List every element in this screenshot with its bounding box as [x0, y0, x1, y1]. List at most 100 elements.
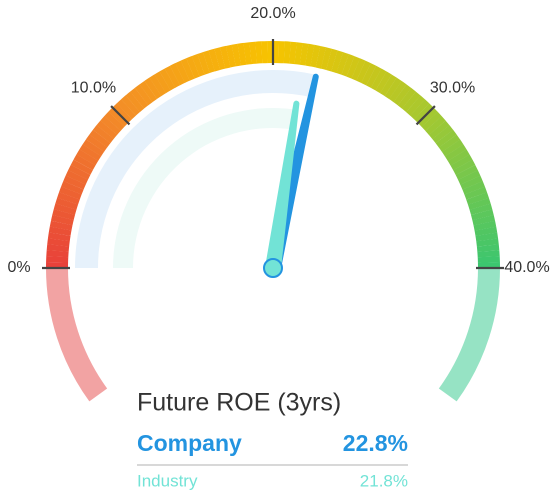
- gauge-arc-segment: [336, 52, 349, 75]
- gauge-arc-segment: [472, 215, 496, 226]
- gauge-arc-segment: [220, 45, 231, 69]
- gauge-arc-segment: [214, 47, 226, 70]
- gauge-arc-segment: [326, 48, 338, 72]
- gauge-arc-segment: [76, 149, 99, 166]
- gauge-arc-segment: [450, 154, 473, 171]
- gauge-arc-segment: [435, 129, 457, 148]
- gauge-arc-segment: [406, 95, 425, 116]
- gauge-arc-segment: [477, 262, 500, 269]
- gauge-arc-segment: [85, 134, 108, 152]
- gauge-arc-segment: [89, 129, 111, 148]
- gauge-arc-segment: [243, 42, 252, 65]
- gauge-extension: [46, 268, 108, 402]
- gauge-arc-segment: [438, 134, 461, 152]
- gauge-arc-segment: [455, 164, 478, 180]
- gauge-arc-segment: [444, 144, 467, 161]
- gauge-arc-segment: [65, 170, 89, 185]
- gauge-arc-segment: [315, 45, 327, 69]
- gauge-arc-segment: [59, 186, 82, 200]
- gauge-arc-segment: [159, 68, 176, 91]
- gauge-arc-segment: [283, 41, 291, 64]
- gauge-arc-segment: [477, 256, 500, 263]
- gauge-arc-segment: [469, 203, 493, 216]
- gauge-arc-segment: [320, 47, 332, 71]
- gauge-arc-segment: [134, 84, 153, 106]
- gauge-arc-segment: [384, 77, 402, 100]
- tick-label: 20.0%: [250, 5, 295, 22]
- legend-name: Company: [137, 430, 242, 456]
- tick-mark: [415, 105, 436, 126]
- gauge-arc-segment: [55, 197, 79, 210]
- gauge-arc-segment: [473, 220, 497, 231]
- gauge-arc-segment: [417, 107, 438, 127]
- gauge-arc-segment: [351, 58, 366, 81]
- gauge-arc-segment: [460, 175, 483, 190]
- gauge-arc-segment: [116, 99, 136, 120]
- gauge-arc-segment: [208, 48, 221, 72]
- gauge-arc-segment: [164, 65, 181, 88]
- legend-value: 21.8%: [360, 471, 408, 490]
- gauge-arc-segment: [447, 149, 470, 166]
- tick-mark: [110, 105, 131, 126]
- gauge-extension: [438, 268, 500, 402]
- gauge-arc-segment: [82, 139, 105, 157]
- gauge-arc-segment: [231, 43, 242, 67]
- gauge-arc-segment: [361, 63, 377, 86]
- needle-hub: [263, 258, 283, 278]
- gauge-arc-segment: [255, 41, 263, 64]
- gauge-arc-segment: [366, 65, 382, 88]
- gauge-arc-segment: [375, 71, 392, 94]
- gauge-arc-segment: [149, 74, 166, 97]
- gauge-arc-segment: [464, 186, 488, 200]
- gauge-arc-segment: [46, 250, 69, 258]
- gauge-arc-segment: [202, 50, 215, 74]
- gauge-arc-segment: [310, 44, 321, 68]
- gauge-arc-segment: [154, 71, 171, 94]
- gauge-arc-segment: [169, 63, 185, 86]
- gauge-arc-segment: [458, 170, 481, 185]
- gauge-arc-segment: [47, 232, 71, 242]
- gauge-arc-segment: [249, 41, 258, 65]
- gauge-arc-segment: [299, 42, 309, 66]
- needle: [265, 100, 300, 270]
- gauge-arc-segment: [130, 87, 149, 109]
- gauge-arc-segment: [462, 181, 485, 195]
- gauge-arc-segment: [370, 68, 387, 91]
- gauge-arc-segment: [425, 116, 446, 135]
- tick-label: 10.0%: [71, 80, 116, 97]
- legend-value: 22.8%: [343, 430, 408, 456]
- gauge-arc-segment: [389, 80, 407, 103]
- gauge-arc-segment: [341, 54, 355, 77]
- gauge-arc-segment: [356, 60, 371, 84]
- gauge-arc-segment: [121, 95, 140, 116]
- gauge-arc-segment: [46, 244, 70, 252]
- gauge-arc-segment: [48, 226, 72, 236]
- gauge-arc-segment: [186, 56, 200, 79]
- gauge-arc-segment: [402, 91, 421, 113]
- gauge-arc-segment: [476, 238, 499, 247]
- gauge-arc-segment: [61, 181, 84, 195]
- legend-name: Industry: [137, 471, 198, 490]
- gauge-arc-segment: [267, 41, 274, 64]
- gauge-arc-segment: [144, 77, 162, 100]
- gauge-arc-segment: [70, 159, 93, 175]
- gauge-arc-segment: [331, 50, 344, 74]
- gauge-arc-segment: [104, 111, 125, 131]
- gauge-arc-segment: [471, 209, 494, 221]
- gauge-arc-segment: [175, 60, 190, 83]
- gauge-arc-segment: [428, 120, 450, 140]
- gauge-arc-segment: [79, 144, 102, 161]
- gauge-arc-segment: [441, 139, 464, 157]
- gauge-arc-segment: [180, 58, 195, 81]
- gauge-arc-segment: [57, 192, 80, 205]
- gauge-arc-segment: [467, 197, 491, 210]
- gauge-arc-segment: [380, 74, 397, 97]
- gauge-arc-segment: [100, 116, 121, 135]
- gauge-arc-segment: [46, 256, 69, 263]
- gauge-arc-segment: [289, 41, 297, 65]
- gauge-arc-segment: [225, 44, 236, 68]
- gauge-arc-segment: [410, 99, 430, 120]
- gauge-arc-segment: [294, 42, 303, 65]
